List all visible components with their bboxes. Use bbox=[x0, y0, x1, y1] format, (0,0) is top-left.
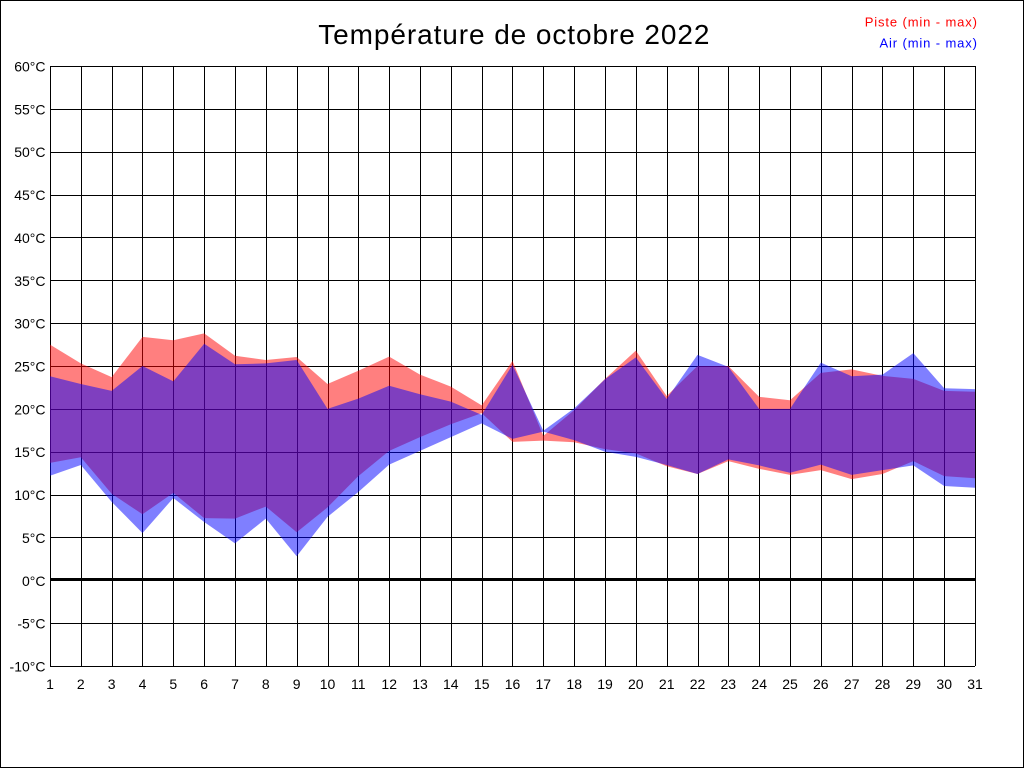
svg-text:5°C: 5°C bbox=[22, 530, 46, 546]
svg-text:28: 28 bbox=[875, 676, 891, 692]
svg-text:10°C: 10°C bbox=[14, 487, 45, 503]
svg-text:6: 6 bbox=[200, 676, 208, 692]
svg-text:16: 16 bbox=[505, 676, 521, 692]
svg-text:13: 13 bbox=[412, 676, 428, 692]
svg-text:20°C: 20°C bbox=[14, 401, 45, 417]
svg-text:25°C: 25°C bbox=[14, 359, 45, 375]
svg-text:0°C: 0°C bbox=[22, 573, 46, 589]
svg-text:30: 30 bbox=[936, 676, 952, 692]
svg-text:23: 23 bbox=[721, 676, 737, 692]
svg-text:2: 2 bbox=[77, 676, 85, 692]
svg-text:14: 14 bbox=[443, 676, 459, 692]
svg-text:22: 22 bbox=[690, 676, 706, 692]
svg-text:40°C: 40°C bbox=[14, 230, 45, 246]
svg-text:60°C: 60°C bbox=[14, 59, 45, 75]
svg-text:27: 27 bbox=[844, 676, 860, 692]
svg-text:11: 11 bbox=[351, 676, 366, 692]
svg-text:15°C: 15°C bbox=[14, 444, 45, 460]
svg-text:20: 20 bbox=[628, 676, 644, 692]
svg-text:24: 24 bbox=[751, 676, 767, 692]
svg-text:55°C: 55°C bbox=[14, 101, 45, 117]
svg-text:35°C: 35°C bbox=[14, 273, 45, 289]
svg-text:-10°C: -10°C bbox=[10, 659, 46, 675]
svg-text:Air (min - max): Air (min - max) bbox=[879, 36, 977, 51]
svg-text:12: 12 bbox=[381, 676, 397, 692]
svg-text:8: 8 bbox=[262, 676, 270, 692]
svg-text:31: 31 bbox=[967, 676, 983, 692]
svg-text:26: 26 bbox=[813, 676, 829, 692]
svg-text:25: 25 bbox=[782, 676, 798, 692]
svg-text:5: 5 bbox=[169, 676, 177, 692]
svg-text:18: 18 bbox=[566, 676, 582, 692]
svg-text:Piste (min - max): Piste (min - max) bbox=[865, 15, 978, 30]
svg-text:7: 7 bbox=[231, 676, 239, 692]
svg-text:21: 21 bbox=[659, 676, 675, 692]
svg-text:Température de octobre 2022: Température de octobre 2022 bbox=[318, 19, 710, 50]
svg-text:10: 10 bbox=[320, 676, 336, 692]
svg-text:-5°C: -5°C bbox=[17, 616, 45, 632]
svg-text:29: 29 bbox=[906, 676, 922, 692]
svg-text:19: 19 bbox=[597, 676, 613, 692]
svg-text:1: 1 bbox=[46, 676, 54, 692]
svg-text:17: 17 bbox=[536, 676, 552, 692]
svg-text:50°C: 50°C bbox=[14, 144, 45, 160]
svg-text:4: 4 bbox=[139, 676, 147, 692]
svg-text:30°C: 30°C bbox=[14, 316, 45, 332]
svg-text:9: 9 bbox=[293, 676, 301, 692]
svg-text:45°C: 45°C bbox=[14, 187, 45, 203]
svg-text:3: 3 bbox=[108, 676, 116, 692]
svg-text:15: 15 bbox=[474, 676, 490, 692]
